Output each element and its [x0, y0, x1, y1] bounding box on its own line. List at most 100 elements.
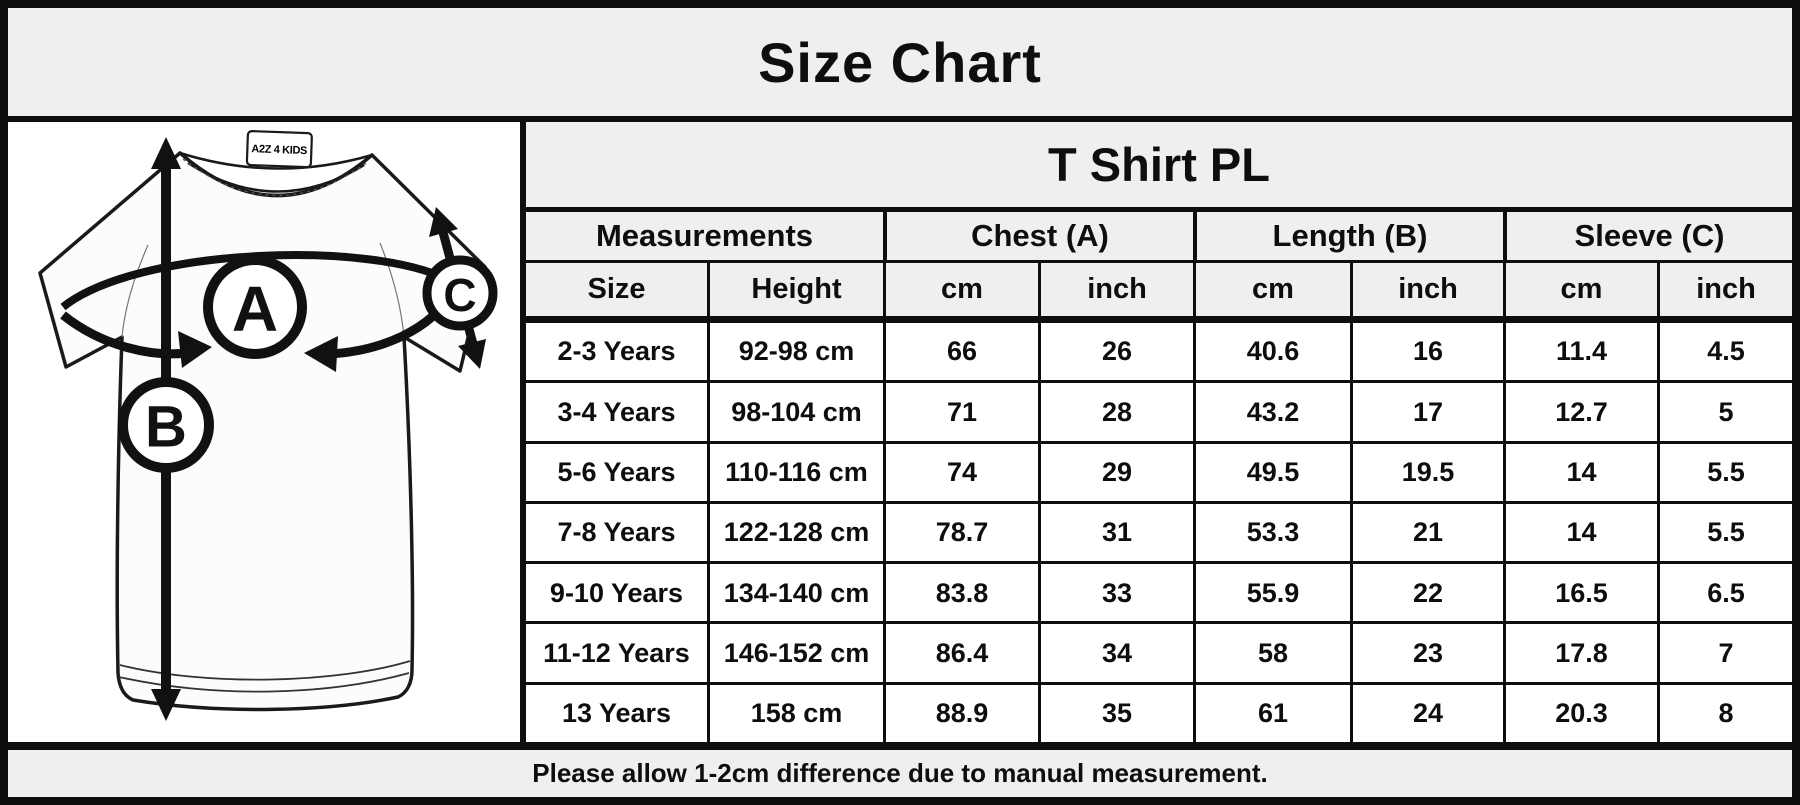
cell-size: 2-3 Years	[557, 336, 676, 367]
cell-sleeve-inch: 8	[1657, 684, 1792, 742]
collar-stitch-line	[182, 158, 370, 197]
cell-sleeve-inch: 4.5	[1657, 323, 1792, 381]
group-header-chest: Chest (A)	[883, 212, 1193, 260]
cell-length-inch: 24	[1350, 684, 1503, 742]
cell-length-inch: 16	[1350, 323, 1503, 381]
cell-length-cm: 53.3	[1193, 503, 1350, 562]
hem-line-1	[119, 660, 411, 681]
cell-height: 146-152 cm	[707, 624, 883, 682]
right-sleeve-seam	[379, 242, 405, 338]
cell-size: 13 Years	[561, 698, 672, 729]
table-row: 11-12 Years 146-152 cm 86.4 34 58 23 17.…	[526, 621, 1792, 682]
subheader-height: Height	[707, 263, 883, 316]
neck-brand-label-text: A2Z 4 KIDS	[251, 143, 307, 157]
tshirt-outline	[38, 151, 487, 712]
table-title: T Shirt PL	[526, 122, 1792, 212]
cell-sleeve-inch: 5.5	[1657, 503, 1792, 562]
footer-note-band: Please allow 1-2cm difference due to man…	[8, 742, 1792, 797]
table-group-header-row: Measurements Chest (A) Length (B) Sleeve…	[526, 212, 1792, 263]
cell-sleeve-cm: 11.4	[1503, 323, 1657, 381]
cell-sleeve-cm: 14	[1503, 443, 1657, 501]
cell-height: 122-128 cm	[707, 503, 883, 562]
neck-brand-label: A2Z 4 KIDS	[245, 130, 313, 169]
group-header-length: Length (B)	[1193, 212, 1503, 260]
cell-sleeve-cm: 14	[1503, 503, 1657, 562]
cell-sleeve-cm: 12.7	[1503, 383, 1657, 441]
marker-c: C	[422, 255, 498, 331]
cell-length-cm: 58	[1193, 624, 1350, 682]
cell-chest-cm: 66	[883, 323, 1038, 381]
cell-chest-cm: 88.9	[883, 684, 1038, 742]
hem-line-2	[118, 672, 410, 693]
cell-chest-cm: 71	[883, 383, 1038, 441]
cell-chest-inch: 34	[1038, 624, 1193, 682]
marker-b-letter: B	[145, 395, 187, 460]
subheader-length-cm: cm	[1193, 263, 1350, 316]
size-table: T Shirt PL Measurements Chest (A) Length…	[526, 122, 1792, 742]
table-row: 7-8 Years 122-128 cm 78.7 31 53.3 21 14 …	[526, 500, 1792, 562]
table-row: 9-10 Years 134-140 cm 83.8 33 55.9 22 16…	[526, 561, 1792, 622]
cell-length-cm: 40.6	[1193, 323, 1350, 381]
collar-inner-line	[187, 161, 365, 193]
content-area: A2Z 4 KIDS	[8, 122, 1792, 742]
cell-chest-cm: 74	[883, 443, 1038, 501]
table-row: 13 Years 158 cm 88.9 35 61 24 20.3 8	[526, 681, 1792, 742]
cell-length-cm: 55.9	[1193, 564, 1350, 622]
cell-sleeve-inch: 7	[1657, 624, 1792, 682]
cell-length-inch: 19.5	[1350, 443, 1503, 501]
subheader-sleeve-inch: inch	[1657, 263, 1792, 316]
cell-length-cm: 43.2	[1193, 383, 1350, 441]
subheader-chest-inch: inch	[1038, 263, 1193, 316]
tshirt-diagram-panel: A2Z 4 KIDS	[8, 122, 526, 742]
table-row: 2-3 Years 92-98 cm 66 26 40.6 16 11.4 4.…	[526, 323, 1792, 381]
cell-size: 5-6 Years	[557, 457, 676, 488]
cell-height: 110-116 cm	[707, 443, 883, 501]
subheader-length-inch: inch	[1350, 263, 1503, 316]
cell-sleeve-cm: 17.8	[1503, 624, 1657, 682]
page-title: Size Chart	[758, 30, 1042, 94]
subheader-size: Size	[587, 273, 646, 306]
cell-height: 98-104 cm	[707, 383, 883, 441]
marker-a-letter: A	[232, 273, 278, 345]
cell-sleeve-inch: 5.5	[1657, 443, 1792, 501]
cell-size: 7-8 Years	[557, 517, 676, 548]
page-title-band: Size Chart	[8, 8, 1792, 122]
cell-sleeve-cm: 20.3	[1503, 684, 1657, 742]
subheader-sleeve-cm: cm	[1503, 263, 1657, 316]
cell-size: 11-12 Years	[543, 637, 690, 668]
cell-chest-inch: 33	[1038, 564, 1193, 622]
cell-chest-inch: 29	[1038, 443, 1193, 501]
cell-length-inch: 23	[1350, 624, 1503, 682]
marker-c-letter: C	[443, 269, 476, 321]
group-header-sleeve: Sleeve (C)	[1503, 212, 1792, 260]
cell-length-cm: 49.5	[1193, 443, 1350, 501]
table-row: 3-4 Years 98-104 cm 71 28 43.2 17 12.7 5	[526, 380, 1792, 441]
cell-height: 158 cm	[707, 684, 883, 742]
cell-sleeve-inch: 6.5	[1657, 564, 1792, 622]
cell-length-cm: 61	[1193, 684, 1350, 742]
table-subheader-row: Size Height cm inch cm inch cm inch	[526, 263, 1792, 323]
cell-chest-inch: 26	[1038, 323, 1193, 381]
cell-length-inch: 17	[1350, 383, 1503, 441]
cell-chest-inch: 28	[1038, 383, 1193, 441]
marker-b: B	[118, 377, 214, 473]
cell-height: 92-98 cm	[707, 323, 883, 381]
cell-height: 134-140 cm	[707, 564, 883, 622]
footer-note: Please allow 1-2cm difference due to man…	[532, 758, 1268, 788]
table-row: 5-6 Years 110-116 cm 74 29 49.5 19.5 14 …	[526, 440, 1792, 501]
collar-back-line	[179, 151, 373, 170]
cell-chest-inch: 31	[1038, 503, 1193, 562]
cell-size: 9-10 Years	[549, 577, 684, 608]
cell-sleeve-cm: 16.5	[1503, 564, 1657, 622]
cell-chest-cm: 83.8	[883, 564, 1038, 622]
subheader-chest-cm: cm	[883, 263, 1038, 316]
cell-length-inch: 21	[1350, 503, 1503, 562]
cell-chest-inch: 35	[1038, 684, 1193, 742]
group-header-measurements: Measurements	[595, 217, 814, 253]
left-sleeve-seam	[121, 244, 149, 338]
cell-chest-cm: 86.4	[883, 624, 1038, 682]
cell-chest-cm: 78.7	[883, 503, 1038, 562]
tshirt-measurement-diagram: A2Z 4 KIDS	[38, 130, 498, 721]
cell-size: 3-4 Years	[557, 396, 676, 427]
